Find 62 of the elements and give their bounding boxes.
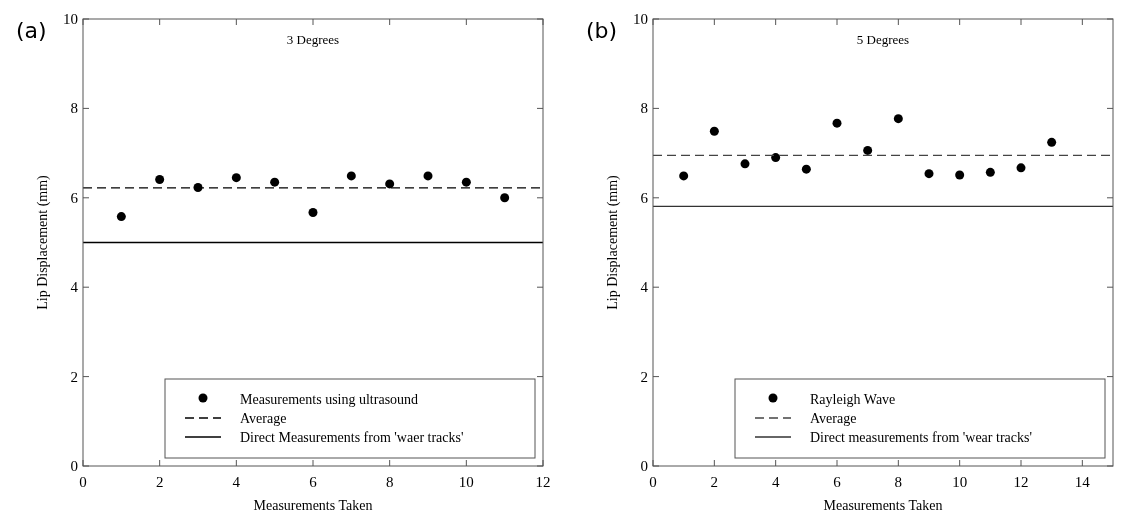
point: [1016, 163, 1026, 173]
point: [155, 174, 165, 184]
x-axis-title: Measurements Taken: [823, 498, 943, 513]
y-tick-label: 4: [640, 279, 649, 296]
point: [709, 126, 719, 136]
point: [500, 193, 510, 203]
legend-label: Average: [810, 411, 857, 426]
y-tick-label: 8: [640, 100, 648, 117]
text: (a): [16, 18, 47, 43]
point: [270, 177, 280, 187]
y-tick-label: 8: [70, 100, 78, 117]
y-tick-label: 10: [633, 11, 648, 27]
legend-label: Average: [240, 411, 287, 426]
point: [116, 212, 126, 222]
y-tick-label: 6: [640, 189, 649, 206]
y-tick-label: 10: [63, 11, 78, 27]
point: [346, 171, 356, 181]
legend-label: Direct Measurements from 'waer tracks': [240, 430, 464, 445]
point: [985, 167, 995, 177]
legend-label: Measurements using ultrasound: [240, 392, 419, 407]
text: 5 Degrees: [856, 32, 910, 47]
y-tick-label: 6: [70, 189, 79, 206]
point: [924, 169, 934, 179]
x-tick-label: 10: [458, 474, 474, 490]
y-axis-title: Lip Displacement (mm): [35, 174, 51, 310]
x-tick-label: 8: [894, 474, 903, 490]
point: [679, 171, 689, 181]
point: [423, 171, 433, 181]
x-tick-label: 10: [952, 474, 968, 490]
point: [893, 114, 903, 124]
x-tick-label: 8: [385, 474, 394, 490]
x-tick-label: 2: [155, 474, 164, 490]
y-tick-label: 4: [70, 279, 79, 296]
legend-label: Rayleigh Wave: [810, 392, 896, 407]
x-tick-label: 12: [1013, 474, 1029, 490]
x-tick-label: 6: [833, 474, 842, 490]
y-tick-label: 0: [640, 458, 648, 474]
y-tick-label: 0: [70, 458, 78, 474]
text: (b): [586, 18, 618, 43]
text: 3 Degrees: [286, 32, 340, 47]
x-tick-label: 2: [710, 474, 719, 490]
point: [461, 177, 471, 187]
y-tick-label: 2: [640, 368, 648, 385]
y-tick-label: 2: [70, 368, 78, 385]
point: [308, 208, 318, 218]
point: [863, 145, 873, 155]
y-axis-title: Lip Displacement (mm): [605, 174, 621, 310]
point: [740, 159, 750, 169]
point: [771, 153, 781, 163]
point: [801, 164, 811, 174]
x-tick-label: 14: [1074, 474, 1091, 490]
point: [955, 170, 965, 180]
x-tick-label: 4: [232, 474, 241, 490]
point: [1047, 137, 1057, 147]
x-axis-title: Measurements Taken: [253, 498, 373, 513]
x-tick-label: 4: [771, 474, 780, 490]
point: [231, 173, 241, 183]
x-tick-label: 6: [309, 474, 318, 490]
x-tick-label: 12: [535, 474, 551, 490]
point: [385, 179, 395, 189]
point: [832, 118, 842, 128]
legend-label: Direct measurements from 'wear tracks': [810, 430, 1032, 445]
